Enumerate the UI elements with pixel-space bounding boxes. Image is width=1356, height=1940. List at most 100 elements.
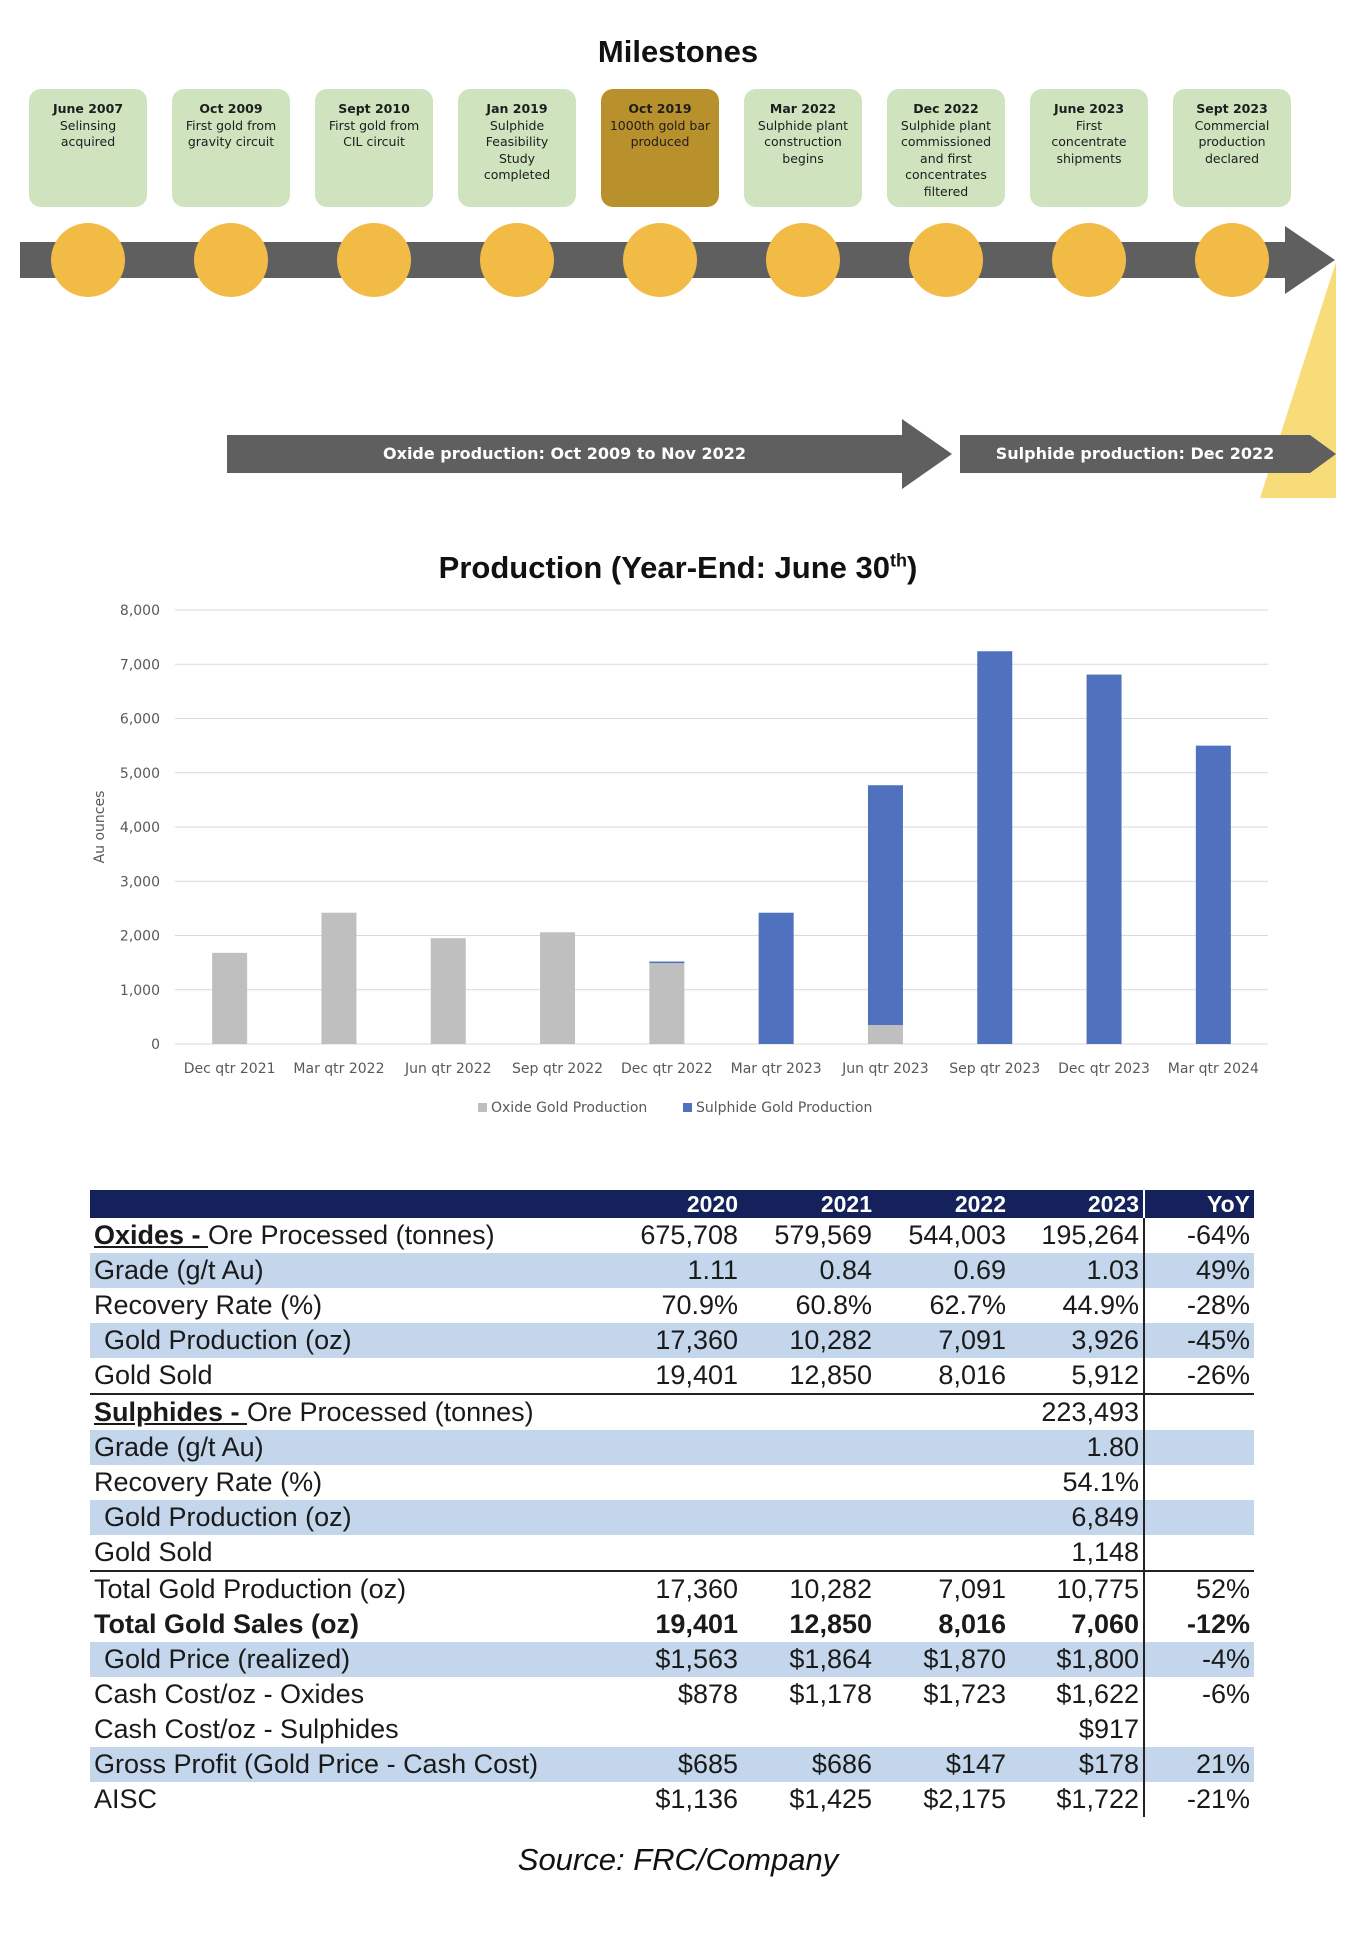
milestone-text: First gold from CIL circuit bbox=[328, 117, 420, 150]
value-cell: $147 bbox=[876, 1747, 1010, 1782]
y-tick-label: 4,000 bbox=[120, 820, 160, 836]
value-cell: $2,175 bbox=[923, 1784, 1006, 1814]
timeline-arrowhead bbox=[1285, 226, 1335, 294]
yoy-cell: 49% bbox=[1143, 1253, 1254, 1288]
yoy-cell: -26% bbox=[1143, 1358, 1254, 1394]
table-header-cell: 2021 bbox=[742, 1190, 876, 1218]
row-label: Cash Cost/oz - Sulphides bbox=[90, 1712, 620, 1747]
oxide-bar bbox=[649, 963, 685, 1044]
row-label-text: Gold Production (oz) bbox=[104, 1325, 352, 1355]
row-label: Gross Profit (Gold Price - Cash Cost) bbox=[90, 1747, 620, 1782]
value-cell: 5,912 bbox=[1071, 1360, 1139, 1390]
row-label: Sulphides - Ore Processed (tonnes) bbox=[90, 1393, 620, 1430]
table-header-cell: 2020 bbox=[620, 1190, 742, 1218]
value-cell: 223,493 bbox=[1010, 1393, 1144, 1430]
milestone-text: 1000th gold bar produced bbox=[609, 117, 711, 150]
milestone-text: Sulphide Feasibility Study completed bbox=[483, 117, 551, 183]
oxide-bar bbox=[321, 912, 357, 1044]
milestone-date: Oct 2009 bbox=[199, 101, 263, 116]
milestone-dot bbox=[623, 223, 697, 297]
milestone-text: Sulphide plant commissioned and first co… bbox=[900, 117, 992, 199]
row-label-text: Gold Sold bbox=[94, 1537, 213, 1567]
row-label-text: Grade (g/t Au) bbox=[94, 1432, 264, 1462]
value-cell bbox=[742, 1465, 876, 1500]
production-chart: 0 1,000 2,000 3,000 4,000 5,000 6,000 7,000 8,00… bbox=[92, 603, 1268, 1116]
row-label: Recovery Rate (%) bbox=[90, 1465, 620, 1500]
chart-title: Production (Year-End: June 30th) bbox=[438, 550, 918, 585]
row-label: Gold Sold bbox=[90, 1358, 620, 1394]
row-label: Total Gold Production (oz) bbox=[90, 1570, 620, 1607]
table-header-cell: YoY bbox=[1143, 1190, 1254, 1218]
milestone-dot bbox=[766, 223, 840, 297]
row-label: Grade (g/t Au) bbox=[90, 1430, 620, 1465]
value-cell: 62.7% bbox=[929, 1290, 1006, 1320]
row-label-text: Recovery Rate (%) bbox=[94, 1290, 323, 1320]
table-row: Gold Sold 1,148 bbox=[90, 1535, 1254, 1571]
milestone-box: Oct 2009 First gold from gravity circuit bbox=[172, 89, 290, 207]
milestone-date: Sept 2010 bbox=[338, 101, 410, 116]
sulphide-phase-arrow: Sulphide production: Dec 2022 onwards bbox=[960, 435, 1310, 501]
value-cell: 60.8% bbox=[795, 1290, 872, 1320]
oxide-bar bbox=[212, 952, 248, 1044]
value-cell: 675,708 bbox=[640, 1220, 738, 1250]
y-tick-label: 2,000 bbox=[120, 929, 160, 945]
value-cell: $1,722 bbox=[1056, 1784, 1139, 1814]
row-label: Gold Production (oz) bbox=[90, 1500, 620, 1535]
value-cell bbox=[620, 1500, 742, 1535]
yoy-cell: -45% bbox=[1143, 1323, 1254, 1358]
x-tick-label: Sep qtr 2022 bbox=[512, 1061, 603, 1077]
x-tick-label: Mar qtr 2022 bbox=[293, 1061, 384, 1077]
y-tick-label: 6,000 bbox=[120, 712, 160, 728]
oxide-bar bbox=[430, 938, 466, 1044]
sulphide-bar bbox=[649, 961, 685, 964]
yoy-cell: 21% bbox=[1143, 1747, 1254, 1782]
table-row: Gross Profit (Gold Price - Cash Cost) $68… bbox=[90, 1747, 1254, 1782]
source-note: Source: FRC/Company bbox=[517, 1842, 839, 1877]
value-cell: 1.11 bbox=[620, 1253, 742, 1288]
sulphide-bar bbox=[867, 785, 903, 1026]
y-tick-label: 5,000 bbox=[120, 766, 160, 782]
table-row: Grade (g/t Au) 1.80 bbox=[90, 1430, 1254, 1465]
value-cell: 17,360 bbox=[620, 1323, 742, 1358]
row-label-text: Gold Price (realized) bbox=[104, 1644, 351, 1674]
oxide-bar bbox=[867, 1025, 903, 1044]
row-label: Gold Sold bbox=[90, 1535, 620, 1571]
table-header-cell: 2022 bbox=[876, 1190, 1010, 1218]
table-header-cell bbox=[90, 1190, 620, 1218]
value-cell: 12,850 bbox=[789, 1360, 872, 1390]
row-label: Grade (g/t Au) bbox=[90, 1253, 620, 1288]
milestone-dot bbox=[337, 223, 411, 297]
yoy-cell: -28% bbox=[1143, 1288, 1254, 1323]
value-cell: 10,775 bbox=[1010, 1570, 1144, 1607]
milestone-date: Jan 2019 bbox=[486, 101, 548, 116]
yoy-cell: -12% bbox=[1143, 1607, 1254, 1642]
row-label-text: AISC bbox=[94, 1784, 158, 1814]
value-cell: $178 bbox=[1010, 1747, 1144, 1782]
sulphide-bar bbox=[1086, 674, 1122, 1044]
yoy-cell bbox=[1143, 1430, 1254, 1465]
value-cell: 3,926 bbox=[1010, 1323, 1144, 1358]
table-row: Cash Cost/oz - Oxides $878 $1,178 $1,723 $1,… bbox=[90, 1677, 1254, 1712]
value-cell: 8,016 bbox=[938, 1609, 1006, 1639]
y-tick-label: 1,000 bbox=[120, 983, 160, 999]
value-cell: 44.9% bbox=[1062, 1290, 1139, 1320]
table-row: Gold Price (realized) $1,563 $1,864 $1,870 $… bbox=[90, 1642, 1254, 1677]
value-cell: 10,282 bbox=[742, 1570, 876, 1607]
section-heading: Sulphides - bbox=[94, 1397, 248, 1427]
yoy-cell bbox=[1143, 1393, 1254, 1430]
value-cell: 12,850 bbox=[789, 1609, 872, 1639]
oxide-phase-arrow: Oxide production: Oct 2009 to Nov 2022 bbox=[227, 435, 902, 473]
table-header-row: 2020 2021 2022 2023 YoY bbox=[90, 1190, 1254, 1218]
milestone-box: Oct 2019 1000th gold bar produced bbox=[601, 89, 719, 207]
table-row: Gold Production (oz) 6,849 bbox=[90, 1500, 1254, 1535]
value-cell: 17,360 bbox=[620, 1570, 742, 1607]
row-label-text: Total Gold Production (oz) bbox=[94, 1574, 407, 1604]
value-cell: 0.84 bbox=[742, 1253, 876, 1288]
milestone-date: Dec 2022 bbox=[913, 101, 979, 116]
table-header-cell: 2023 bbox=[1010, 1190, 1144, 1218]
milestone-text: First gold from gravity circuit bbox=[185, 117, 277, 150]
sulphide-bar bbox=[977, 651, 1013, 1044]
value-cell: 6,849 bbox=[1010, 1500, 1144, 1535]
value-cell bbox=[876, 1500, 1010, 1535]
milestone-dot bbox=[480, 223, 554, 297]
